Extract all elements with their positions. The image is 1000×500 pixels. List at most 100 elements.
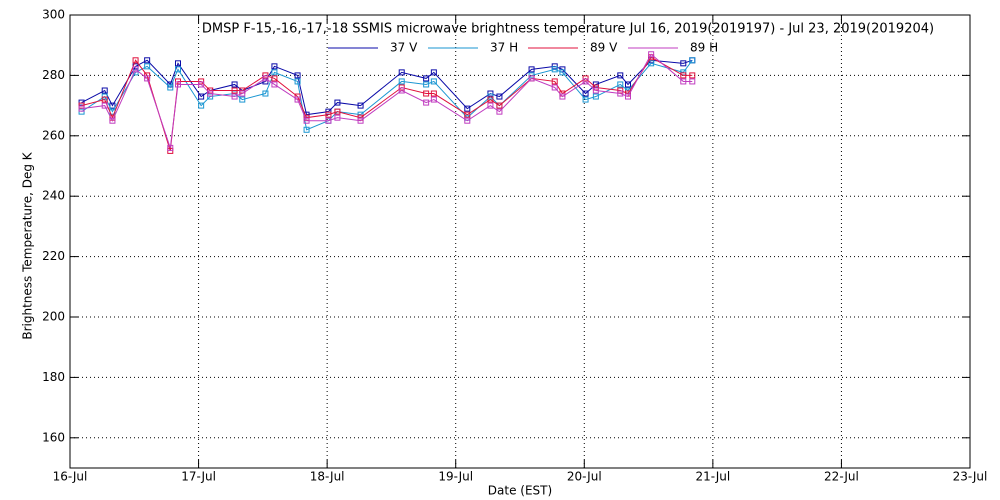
data-point bbox=[175, 81, 181, 88]
data-point bbox=[617, 72, 624, 79]
legend-label: 37 V bbox=[390, 41, 418, 55]
data-point bbox=[101, 93, 108, 100]
data-point bbox=[430, 78, 437, 85]
data-point bbox=[167, 144, 174, 151]
data-point bbox=[559, 93, 566, 100]
legend-label: 89 H bbox=[690, 41, 718, 55]
data-point bbox=[423, 90, 430, 97]
data-point bbox=[357, 102, 364, 109]
data-point bbox=[271, 75, 278, 82]
data-point bbox=[262, 75, 269, 82]
data-point bbox=[528, 66, 535, 73]
data-point bbox=[303, 126, 310, 133]
data-point bbox=[271, 69, 278, 76]
y-tick-label: 160 bbox=[42, 430, 65, 444]
data-point bbox=[551, 63, 558, 70]
data-point bbox=[334, 114, 341, 121]
data-point bbox=[198, 102, 205, 109]
data-point bbox=[132, 57, 139, 64]
data-point bbox=[198, 81, 205, 88]
data-point bbox=[167, 147, 174, 154]
data-point bbox=[78, 105, 85, 112]
data-point bbox=[144, 57, 151, 64]
data-point bbox=[617, 81, 624, 88]
data-point bbox=[207, 90, 214, 97]
data-point bbox=[294, 96, 301, 103]
data-point bbox=[101, 102, 108, 109]
x-tick-label: 17-Jul bbox=[181, 470, 216, 484]
data-point bbox=[648, 60, 655, 67]
series-line bbox=[81, 56, 693, 152]
data-point bbox=[430, 69, 437, 76]
chart-title: DMSP F-15,-16,-17,-18 SSMIS microwave br… bbox=[202, 22, 934, 37]
data-point bbox=[496, 102, 503, 109]
data-point bbox=[144, 75, 151, 82]
legend-label: 89 V bbox=[590, 41, 618, 55]
x-tick-label: 22-Jul bbox=[824, 470, 859, 484]
data-point bbox=[239, 96, 246, 103]
data-point bbox=[175, 78, 181, 85]
y-tick-label: 260 bbox=[42, 128, 65, 142]
data-point bbox=[582, 78, 589, 85]
data-point bbox=[689, 72, 696, 79]
data-point bbox=[496, 108, 503, 115]
data-point bbox=[528, 75, 535, 82]
data-point bbox=[487, 96, 494, 103]
data-point bbox=[582, 90, 589, 97]
data-point bbox=[559, 69, 566, 76]
data-point bbox=[78, 108, 85, 115]
data-point bbox=[582, 96, 589, 103]
data-point bbox=[101, 87, 108, 94]
data-point bbox=[357, 117, 364, 124]
data-point bbox=[239, 90, 246, 97]
data-point bbox=[423, 81, 430, 88]
y-tick-label: 280 bbox=[42, 68, 65, 82]
data-point bbox=[592, 87, 599, 94]
data-point bbox=[132, 66, 139, 73]
data-point bbox=[464, 105, 471, 112]
data-point bbox=[551, 78, 558, 85]
data-point bbox=[325, 117, 332, 124]
x-tick-label: 18-Jul bbox=[310, 470, 345, 484]
y-tick-label: 200 bbox=[42, 310, 65, 324]
data-point bbox=[625, 93, 631, 100]
y-tick-label: 180 bbox=[42, 370, 65, 384]
data-point bbox=[551, 66, 558, 73]
data-point bbox=[592, 93, 599, 100]
data-point bbox=[689, 78, 696, 85]
x-tick-label: 20-Jul bbox=[567, 470, 602, 484]
data-point bbox=[398, 78, 405, 85]
data-point bbox=[551, 84, 558, 91]
series-line bbox=[81, 53, 693, 149]
data-point bbox=[101, 96, 108, 103]
plot-frame bbox=[69, 14, 971, 469]
data-point bbox=[231, 93, 238, 100]
data-point bbox=[423, 99, 430, 106]
data-point bbox=[680, 72, 687, 79]
data-point bbox=[294, 78, 301, 85]
data-point bbox=[78, 99, 85, 106]
x-tick-label: 16-Jul bbox=[53, 470, 88, 484]
data-point bbox=[487, 102, 494, 109]
y-tick-label: 240 bbox=[42, 189, 65, 203]
data-point bbox=[430, 90, 437, 97]
y-axis-label: Brightness Temperature, Deg K bbox=[21, 151, 35, 339]
data-point bbox=[175, 66, 181, 73]
data-point bbox=[325, 111, 332, 118]
data-point bbox=[423, 75, 430, 82]
data-point bbox=[680, 60, 687, 67]
data-point bbox=[680, 78, 687, 85]
series-line bbox=[81, 60, 693, 131]
data-point bbox=[303, 117, 310, 124]
data-point bbox=[398, 87, 405, 94]
data-point bbox=[207, 93, 214, 100]
data-point bbox=[144, 63, 151, 70]
data-point bbox=[231, 87, 238, 94]
legend-label: 37 H bbox=[490, 41, 518, 55]
data-point bbox=[430, 96, 437, 103]
data-point bbox=[175, 60, 181, 67]
data-point bbox=[231, 81, 238, 88]
data-point bbox=[617, 90, 624, 97]
data-point bbox=[294, 72, 301, 79]
data-point bbox=[78, 102, 85, 109]
